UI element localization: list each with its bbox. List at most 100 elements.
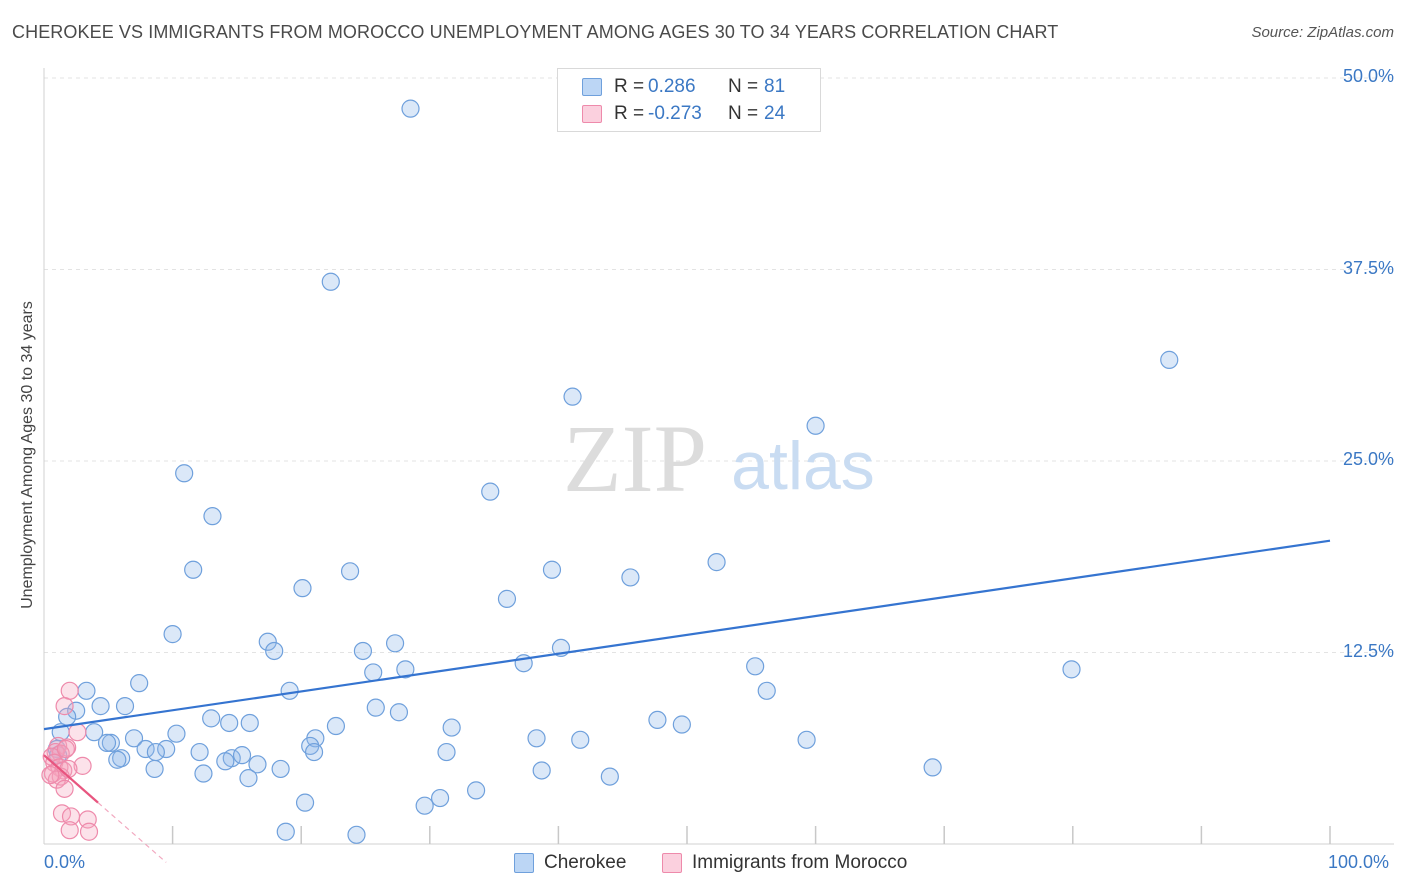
data-point-cherokee xyxy=(276,822,295,841)
data-point-cherokee xyxy=(136,739,155,759)
trend-line-morocco xyxy=(43,754,99,804)
data-point-cherokee xyxy=(672,715,691,734)
data-point-cherokee xyxy=(923,758,942,777)
data-point-cherokee xyxy=(1062,660,1081,679)
legend-n-value: 24 xyxy=(764,103,786,124)
data-point-cherokee xyxy=(442,718,461,737)
data-point-cherokee xyxy=(146,742,165,762)
data-point-cherokee xyxy=(239,769,258,788)
data-point-cherokee xyxy=(145,759,164,779)
data-point-cherokee xyxy=(481,482,500,501)
data-point-cherokee xyxy=(108,750,127,769)
data-point-cherokee xyxy=(163,625,182,644)
data-point-cherokee xyxy=(648,710,667,730)
data-point-cherokee xyxy=(527,729,546,748)
legend-item-morocco[interactable]: Immigrants from Morocco xyxy=(662,852,907,874)
legend-row-cherokee: R = 0.286 N = 81 xyxy=(582,76,785,98)
data-point-cherokee xyxy=(385,634,405,653)
data-point-cherokee xyxy=(366,698,385,717)
data-point-cherokee xyxy=(430,788,450,808)
data-point-morocco xyxy=(60,821,79,840)
data-point-cherokee xyxy=(184,560,203,579)
data-point-cherokee xyxy=(542,560,562,579)
data-point-cherokee xyxy=(389,703,409,722)
axes xyxy=(43,68,1394,845)
data-points xyxy=(41,99,1179,844)
data-point-cherokee xyxy=(347,825,366,844)
watermark-zip: ZIP xyxy=(563,405,707,512)
data-point-cherokee xyxy=(232,746,252,765)
data-point-cherokee xyxy=(437,742,456,762)
data-point-cherokee xyxy=(415,796,434,815)
legend-label-morocco: Immigrants from Morocco xyxy=(692,852,908,873)
data-point-cherokee xyxy=(293,579,312,598)
legend-r-value: -0.273 xyxy=(648,103,702,124)
chart-title: CHEROKEE VS IMMIGRANTS FROM MOROCCO UNEM… xyxy=(12,22,1059,42)
legend-swatch-morocco xyxy=(662,853,682,873)
data-point-cherokee xyxy=(271,759,290,779)
trend-line-cherokee xyxy=(43,539,1331,731)
data-point-cherokee xyxy=(157,739,176,759)
data-point-cherokee xyxy=(167,724,186,743)
x-tick-label-min: 0.0% xyxy=(44,852,86,872)
legend-label-cherokee: Cherokee xyxy=(544,852,627,873)
data-point-cherokee xyxy=(806,416,825,435)
data-point-cherokee xyxy=(115,697,135,716)
data-point-cherokee xyxy=(396,660,415,679)
data-point-cherokee xyxy=(401,99,420,118)
data-point-cherokee xyxy=(280,681,299,700)
data-point-cherokee xyxy=(91,697,110,716)
data-point-cherokee xyxy=(497,589,517,608)
data-point-cherokee xyxy=(563,387,582,406)
legend-n-value: 81 xyxy=(764,76,786,97)
data-point-cherokee xyxy=(240,713,259,733)
watermark: ZIP atlas xyxy=(563,405,875,512)
data-point-cherokee xyxy=(265,641,284,661)
data-point-cherokee xyxy=(707,553,726,572)
data-point-cherokee xyxy=(571,730,590,749)
y-axis-label: Unemployment Among Ages 30 to 34 years xyxy=(19,301,36,609)
data-point-cherokee xyxy=(532,761,551,780)
data-point-cherokee xyxy=(466,781,486,800)
x-tick-label-max: 100.0% xyxy=(1328,852,1390,872)
data-point-morocco xyxy=(59,759,78,779)
data-point-cherokee xyxy=(757,681,776,700)
data-point-cherokee xyxy=(326,716,346,736)
data-point-cherokee xyxy=(295,793,315,812)
data-point-cherokee xyxy=(194,764,213,783)
data-point-cherokee xyxy=(797,730,816,749)
y-tick-label: 25.0% xyxy=(1342,449,1394,469)
data-point-cherokee xyxy=(1160,350,1179,369)
legend-r-label: R = xyxy=(614,76,645,97)
data-point-cherokee xyxy=(304,742,324,762)
data-point-cherokee xyxy=(220,713,239,733)
data-point-cherokee xyxy=(203,507,222,526)
legend-swatch-cherokee xyxy=(582,78,602,96)
stats-legend: R = 0.286 N = 81 R = -0.273 N = 24 xyxy=(557,68,821,132)
legend-r-label: R = xyxy=(614,103,645,124)
data-point-cherokee xyxy=(130,674,149,693)
data-point-cherokee xyxy=(124,729,144,748)
legend-n-label: N = xyxy=(728,103,759,124)
data-point-cherokee xyxy=(248,755,267,774)
data-point-morocco xyxy=(41,765,60,785)
data-point-morocco xyxy=(79,822,99,841)
legend-swatch-morocco xyxy=(582,105,602,123)
data-point-cherokee xyxy=(353,641,373,661)
y-tick-label: 37.5% xyxy=(1342,257,1394,278)
source-label: Source: ZipAtlas.com xyxy=(1251,24,1394,41)
legend-row-morocco: R = -0.273 N = 24 xyxy=(582,103,785,125)
watermark-atlas: atlas xyxy=(731,428,875,504)
y-tick-label: 12.5% xyxy=(1342,640,1394,661)
data-point-cherokee xyxy=(600,767,619,786)
data-point-cherokee xyxy=(621,568,640,587)
data-point-morocco xyxy=(55,779,74,798)
legend-item-cherokee[interactable]: Cherokee xyxy=(514,852,626,874)
data-point-morocco xyxy=(55,697,74,716)
data-point-cherokee xyxy=(258,632,277,651)
data-point-cherokee xyxy=(97,733,117,752)
data-point-cherokee xyxy=(190,742,209,762)
data-point-cherokee xyxy=(175,464,194,483)
legend-r-value: 0.286 xyxy=(648,76,696,97)
